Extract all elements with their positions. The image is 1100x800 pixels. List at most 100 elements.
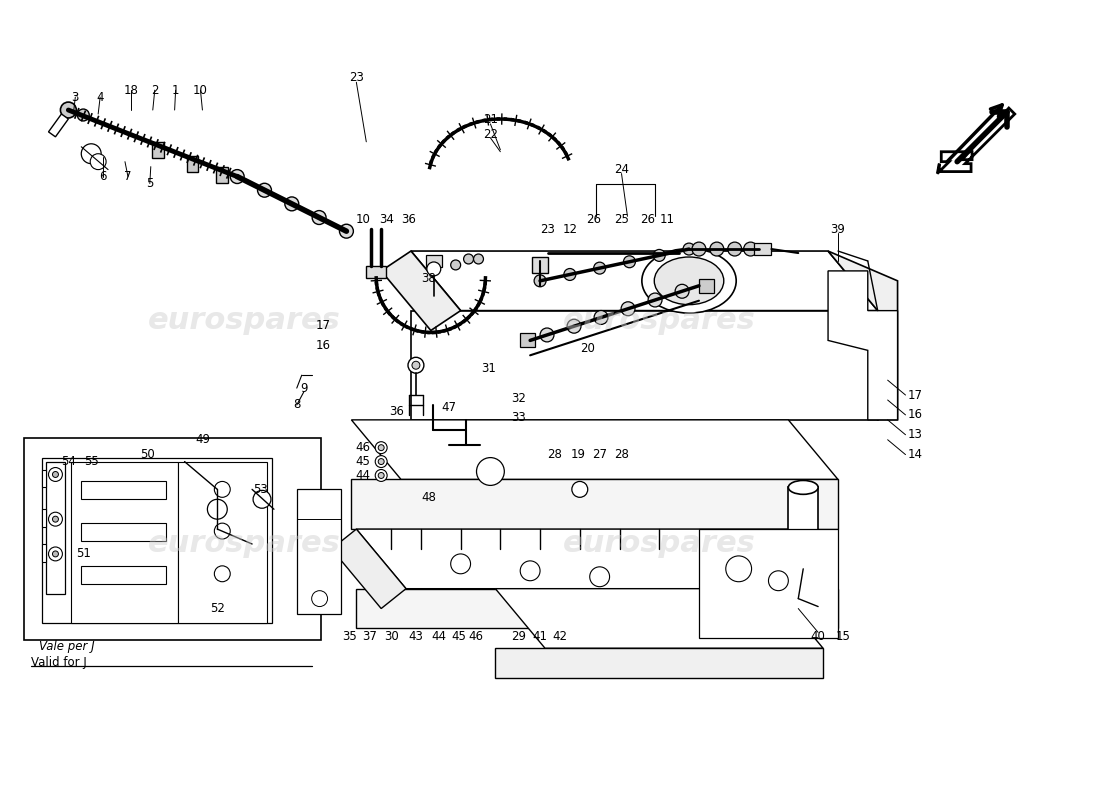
Polygon shape: [411, 251, 878, 310]
Polygon shape: [45, 462, 65, 594]
Text: 17: 17: [908, 389, 923, 402]
Circle shape: [540, 328, 554, 342]
Text: 54: 54: [60, 455, 76, 468]
Text: eurospares: eurospares: [147, 529, 341, 558]
Circle shape: [590, 567, 609, 586]
Text: 21: 21: [483, 114, 498, 126]
Circle shape: [48, 512, 63, 526]
Text: 4: 4: [97, 90, 103, 104]
Polygon shape: [937, 108, 1014, 174]
Text: 34: 34: [378, 213, 394, 226]
Circle shape: [230, 170, 244, 183]
Text: 48: 48: [421, 491, 437, 504]
Circle shape: [575, 547, 584, 555]
Text: 24: 24: [614, 163, 629, 176]
Circle shape: [48, 547, 63, 561]
Circle shape: [683, 243, 695, 255]
Text: 16: 16: [908, 408, 923, 422]
Circle shape: [387, 547, 395, 555]
Text: 2: 2: [151, 84, 158, 97]
Polygon shape: [351, 420, 838, 479]
Text: 3: 3: [72, 90, 79, 104]
Circle shape: [451, 260, 461, 270]
Circle shape: [53, 551, 58, 557]
Text: eurospares: eurospares: [563, 529, 756, 558]
Text: 50: 50: [141, 448, 155, 461]
Circle shape: [572, 482, 587, 498]
Circle shape: [214, 523, 230, 539]
Text: 22: 22: [483, 128, 498, 142]
Ellipse shape: [642, 249, 736, 313]
Text: 17: 17: [316, 319, 331, 332]
Circle shape: [456, 547, 464, 555]
Text: 10: 10: [356, 213, 371, 226]
Text: 10: 10: [192, 84, 208, 97]
Text: 26: 26: [586, 213, 602, 226]
Polygon shape: [789, 487, 818, 569]
Ellipse shape: [789, 562, 818, 576]
Text: 15: 15: [836, 630, 850, 643]
Polygon shape: [48, 114, 68, 137]
Circle shape: [473, 254, 484, 264]
Text: 18: 18: [123, 84, 139, 97]
Text: eurospares: eurospares: [563, 306, 756, 335]
Text: 23: 23: [349, 70, 364, 84]
Bar: [426, 255, 442, 267]
Circle shape: [408, 358, 424, 373]
Circle shape: [375, 456, 387, 467]
Circle shape: [53, 471, 58, 478]
Text: 11: 11: [660, 213, 674, 226]
Text: 7: 7: [124, 170, 132, 183]
Text: 45: 45: [356, 455, 371, 468]
Circle shape: [417, 547, 425, 555]
Circle shape: [621, 302, 635, 316]
Text: 8: 8: [293, 398, 300, 411]
Text: 32: 32: [510, 391, 526, 405]
Text: 33: 33: [510, 411, 526, 424]
Text: 44: 44: [355, 469, 371, 482]
Bar: [754, 243, 771, 255]
Circle shape: [378, 445, 384, 450]
Text: 28: 28: [548, 448, 562, 461]
Text: Vale per J: Vale per J: [39, 640, 95, 654]
Circle shape: [81, 144, 101, 164]
Text: 25: 25: [614, 213, 629, 226]
Circle shape: [656, 547, 663, 555]
Circle shape: [496, 547, 504, 555]
Polygon shape: [356, 589, 838, 629]
Bar: [217, 166, 229, 182]
Circle shape: [616, 547, 624, 555]
Circle shape: [463, 254, 473, 264]
Polygon shape: [382, 251, 461, 330]
Bar: [152, 142, 164, 158]
Circle shape: [536, 547, 544, 555]
Circle shape: [692, 242, 706, 256]
Circle shape: [624, 256, 636, 268]
Polygon shape: [351, 479, 838, 529]
Polygon shape: [72, 462, 177, 623]
Circle shape: [594, 262, 606, 274]
Polygon shape: [331, 529, 406, 609]
Ellipse shape: [654, 257, 724, 305]
Text: 31: 31: [481, 362, 496, 374]
Text: 1: 1: [172, 84, 179, 97]
Polygon shape: [495, 648, 823, 678]
Circle shape: [90, 154, 106, 170]
Text: 9: 9: [300, 382, 308, 394]
Circle shape: [214, 482, 230, 498]
Circle shape: [726, 556, 751, 582]
Circle shape: [710, 242, 724, 256]
Circle shape: [594, 310, 608, 325]
Circle shape: [728, 242, 741, 256]
Text: 36: 36: [389, 406, 405, 418]
FancyBboxPatch shape: [24, 438, 320, 640]
Polygon shape: [42, 544, 45, 562]
Circle shape: [648, 293, 662, 307]
Bar: [520, 334, 535, 347]
Circle shape: [653, 250, 666, 262]
Text: 27: 27: [592, 448, 607, 461]
Text: 12: 12: [562, 222, 578, 236]
Circle shape: [378, 458, 384, 465]
Text: 39: 39: [830, 222, 846, 236]
Text: 29: 29: [510, 630, 526, 643]
